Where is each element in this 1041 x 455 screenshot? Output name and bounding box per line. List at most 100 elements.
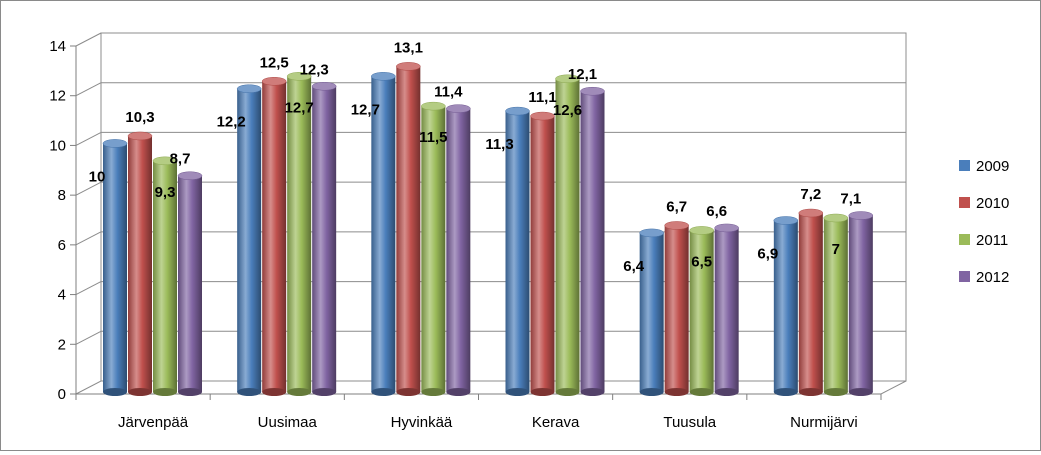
bar-base — [128, 388, 152, 396]
x-tick-label: Uusimaa — [258, 414, 318, 431]
bar-top — [505, 106, 530, 116]
bar-top — [102, 139, 128, 148]
data-label: 6,7 — [666, 198, 687, 215]
bar-top — [152, 156, 178, 166]
bar-top — [236, 84, 262, 93]
bar-2012-Hyvinkää — [446, 104, 471, 396]
bar-2011-Uusimaa — [286, 72, 312, 396]
bar-base — [580, 388, 605, 396]
bar-base — [421, 388, 446, 396]
gridline-side — [75, 32, 102, 47]
bar-body — [639, 232, 664, 392]
bar-body — [823, 218, 848, 392]
data-label: 6,4 — [623, 258, 645, 275]
bar-base — [287, 388, 312, 396]
y-tick-label: 6 — [58, 237, 66, 254]
y-tick-label: 8 — [58, 187, 66, 204]
bar-body — [505, 111, 530, 392]
bar-base — [773, 388, 798, 396]
bar-body — [237, 88, 262, 392]
data-label: 11,5 — [419, 129, 447, 146]
bar-2009-Tuusula — [639, 228, 664, 396]
bar-base — [714, 388, 739, 396]
y-tick-label: 2 — [58, 336, 66, 353]
y-tick-label: 12 — [49, 88, 66, 105]
legend-label-2009: 2009 — [976, 158, 1009, 175]
bar-2009-Hyvinkää — [371, 72, 396, 396]
bar-base — [103, 388, 127, 396]
bar-base — [237, 388, 262, 396]
bar-base — [823, 388, 848, 396]
x-tick-label: Järvenpää — [118, 414, 189, 431]
gridline-side — [75, 330, 102, 345]
bar-base — [689, 388, 714, 396]
bar-2011-Järvenpää — [152, 156, 178, 396]
bar-2009-Kerava — [505, 106, 530, 396]
bar-top — [798, 208, 824, 218]
bar-2012-Nurmijärvi — [848, 211, 874, 396]
bar-base — [446, 388, 471, 396]
bar-base — [639, 388, 664, 396]
bar-2010-Järvenpää — [127, 131, 153, 396]
data-label: 11,3 — [485, 136, 513, 153]
bar-body — [446, 108, 471, 392]
bar-top — [446, 104, 471, 113]
bar-body — [530, 116, 555, 392]
bar-body — [103, 143, 127, 392]
bar-base — [153, 388, 177, 396]
bar-base — [555, 388, 580, 396]
gridline-side — [75, 131, 102, 146]
data-label: 7 — [832, 241, 840, 258]
data-label: 12,7 — [285, 99, 314, 116]
bar-base — [371, 388, 396, 396]
bar-2010-Nurmijärvi — [798, 208, 824, 396]
y-tick-label: 4 — [58, 287, 66, 304]
bar-body — [396, 66, 421, 392]
bar-2010-Hyvinkää — [396, 62, 421, 396]
bar-top — [421, 101, 446, 111]
bar-body — [689, 230, 714, 392]
bar-2011-Hyvinkää — [421, 101, 446, 396]
data-label: 10,3 — [125, 109, 154, 126]
bar-top — [773, 216, 799, 225]
bar-base — [178, 388, 202, 396]
bar-2012-Tuusula — [714, 223, 739, 396]
bar-body — [262, 81, 287, 393]
legend-label-2010: 2010 — [976, 195, 1009, 212]
back-wall — [100, 32, 907, 382]
bar-top — [848, 211, 874, 220]
bar-body — [714, 227, 739, 392]
bar-base — [505, 388, 530, 396]
data-label: 7,2 — [800, 186, 821, 203]
x-tick-label: Tuusula — [663, 414, 716, 431]
bar-base — [262, 388, 287, 396]
bar-base — [396, 388, 421, 396]
bar-body — [312, 86, 337, 392]
bar-top — [580, 86, 605, 96]
legend-swatch-2009 — [959, 160, 970, 171]
legend-swatch-2010 — [959, 197, 970, 208]
bar-2011-Tuusula — [689, 226, 714, 396]
legend-swatch-2011 — [959, 234, 970, 245]
bar-body — [287, 76, 312, 393]
data-label: 12,1 — [568, 66, 597, 83]
bar-body — [371, 76, 396, 393]
data-label: 12,6 — [553, 102, 582, 119]
bar-2009-Uusimaa — [236, 84, 262, 396]
data-label: 12,3 — [300, 61, 329, 78]
bar-top — [396, 62, 421, 71]
data-label: 13,1 — [394, 39, 423, 56]
bar-body — [178, 175, 202, 392]
data-label: 8,7 — [170, 151, 191, 168]
bar-body — [848, 215, 873, 392]
bar-2012-Uusimaa — [311, 82, 337, 396]
bar-top — [555, 74, 580, 84]
gridline-side — [75, 231, 102, 246]
data-label: 12,2 — [217, 114, 246, 131]
gridline-side — [75, 82, 102, 97]
bar-body — [773, 220, 798, 392]
data-label: 9,3 — [155, 184, 176, 201]
x-tick-label: Hyvinkää — [391, 414, 453, 431]
